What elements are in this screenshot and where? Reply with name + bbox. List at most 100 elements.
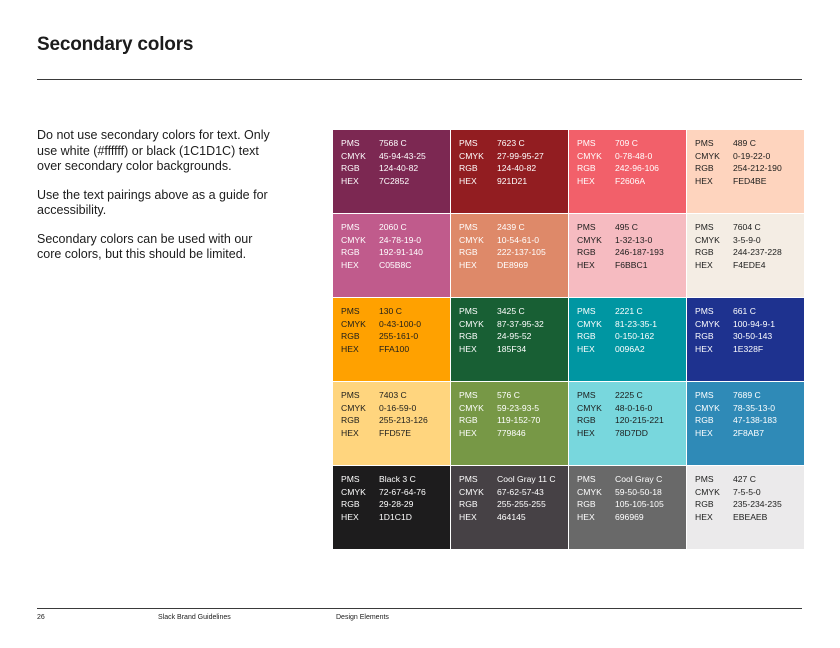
swatch-cmyk-label: CMYK	[577, 150, 602, 161]
swatch-hex-label: HEX	[577, 175, 595, 186]
swatch-rgb-label: RGB	[459, 163, 478, 174]
swatch-hex-label: HEX	[577, 427, 595, 438]
color-swatch: PMS 489 C CMYK 0-19-22-0 RGB 254-212-190 HEX FE…	[687, 130, 804, 213]
swatch-hex-row: HEX DE8969	[459, 259, 568, 272]
swatch-pms-label: PMS	[577, 138, 596, 148]
swatch-pms-row: PMS 3425 C	[459, 305, 568, 318]
swatch-hex-row: HEX 1D1C1D	[341, 511, 450, 524]
swatch-hex-row: HEX 7C2852	[341, 175, 450, 188]
swatch-hex-label: HEX	[341, 259, 359, 270]
color-swatch: PMS 130 C CMYK 0-43-100-0 RGB 255-161-0 HEX FFA…	[333, 298, 450, 381]
color-swatch: PMS 7568 C CMYK 45-94-43-25 RGB 124-40-82 HEX 7…	[333, 130, 450, 213]
swatch-pms-row: PMS 427 C	[695, 473, 804, 486]
swatch-cmyk-label: CMYK	[577, 402, 602, 413]
swatch-hex-row: HEX F2606A	[577, 175, 686, 188]
swatch-pms-row: PMS 2225 C	[577, 389, 686, 402]
color-swatch: PMS 495 C CMYK 1-32-13-0 RGB 246-187-193 HEX F6…	[569, 214, 686, 297]
swatch-rgb-row: RGB 192-91-140	[341, 246, 450, 259]
swatch-rgb-label: RGB	[577, 415, 596, 426]
swatch-rgb-row: RGB 29-28-29	[341, 498, 450, 511]
swatch-rgb-label: RGB	[577, 331, 596, 342]
color-swatch: PMS 427 C CMYK 7-5-5-0 RGB 235-234-235 HEX EBEA…	[687, 466, 804, 549]
swatch-cmyk-row: CMYK 45-94-43-25	[341, 150, 450, 163]
swatch-cmyk-row: CMYK 72-67-64-76	[341, 486, 450, 499]
swatch-pms-row: PMS Cool Gray C	[577, 473, 686, 486]
swatch-hex-value: DE8969	[497, 259, 529, 270]
swatch-hex-label: HEX	[341, 343, 359, 354]
color-swatch: PMS 7623 C CMYK 27-99-95-27 RGB 124-40-82 HEX 9…	[451, 130, 568, 213]
color-swatch: PMS Black 3 C CMYK 72-67-64-76 RGB 29-28-29 HE…	[333, 466, 450, 549]
swatch-hex-label: HEX	[459, 427, 477, 438]
swatch-rgb-row: RGB 120-215-221	[577, 414, 686, 427]
swatch-cmyk-label: CMYK	[577, 486, 602, 497]
swatch-pms-label: PMS	[459, 306, 478, 316]
swatch-rgb-row: RGB 242-96-106	[577, 162, 686, 175]
swatch-pms-value: 576 C	[497, 390, 520, 400]
swatch-cmyk-value: 100-94-9-1	[733, 318, 776, 329]
swatch-pms-row: PMS 7403 C	[341, 389, 450, 402]
swatch-hex-value: 7C2852	[379, 175, 410, 186]
swatch-pms-value: 3425 C	[497, 306, 525, 316]
swatch-cmyk-value: 1-32-13-0	[615, 234, 653, 245]
swatch-rgb-row: RGB 30-50-143	[695, 330, 804, 343]
swatch-hex-row: HEX 1E328F	[695, 343, 804, 356]
swatch-cmyk-row: CMYK 1-32-13-0	[577, 234, 686, 247]
swatch-rgb-label: RGB	[341, 415, 360, 426]
swatch-pms-value: 495 C	[615, 222, 638, 232]
swatch-cmyk-label: CMYK	[341, 234, 366, 245]
swatch-cmyk-value: 67-62-57-43	[497, 486, 544, 497]
swatch-hex-value: FFD57E	[379, 427, 411, 438]
swatch-rgb-label: RGB	[341, 499, 360, 510]
swatch-cmyk-label: CMYK	[459, 486, 484, 497]
swatch-cmyk-row: CMYK 27-99-95-27	[459, 150, 568, 163]
color-swatch: PMS 709 C CMYK 0-78-48-0 RGB 242-96-106 HEX F26…	[569, 130, 686, 213]
swatch-cmyk-value: 24-78-19-0	[379, 234, 422, 245]
swatch-cmyk-label: CMYK	[695, 402, 720, 413]
page-number: 26	[37, 614, 45, 621]
swatch-rgb-row: RGB 246-187-193	[577, 246, 686, 259]
paragraph-limit: Secondary colors can be used with our co…	[37, 231, 253, 262]
swatch-pms-label: PMS	[695, 474, 714, 484]
swatch-rgb-value: 124-40-82	[379, 163, 419, 174]
swatch-pms-value: 661 C	[733, 306, 756, 316]
swatch-cmyk-label: CMYK	[459, 150, 484, 161]
swatch-cmyk-label: CMYK	[695, 486, 720, 497]
swatch-hex-value: 779846	[497, 427, 526, 438]
swatch-pms-value: 2439 C	[497, 222, 525, 232]
swatch-pms-label: PMS	[577, 306, 596, 316]
swatch-hex-row: HEX EBEAEB	[695, 511, 804, 524]
swatch-pms-row: PMS 7623 C	[459, 137, 568, 150]
swatch-rgb-label: RGB	[577, 247, 596, 258]
paragraph-accessibility: Use the text pairings above as a guide f…	[37, 187, 268, 218]
swatch-hex-label: HEX	[341, 175, 359, 186]
swatch-cmyk-value: 87-37-95-32	[497, 318, 544, 329]
swatch-pms-value: 7689 C	[733, 390, 761, 400]
swatch-rgb-value: 105-105-105	[615, 499, 664, 510]
swatch-rgb-value: 47-138-183	[733, 415, 777, 426]
swatch-hex-label: HEX	[695, 259, 713, 270]
swatch-cmyk-value: 59-23-93-5	[497, 402, 540, 413]
swatch-rgb-row: RGB 47-138-183	[695, 414, 804, 427]
swatch-hex-row: HEX FFA100	[341, 343, 450, 356]
swatch-pms-label: PMS	[577, 474, 596, 484]
swatch-hex-label: HEX	[577, 259, 595, 270]
swatch-pms-value: 130 C	[379, 306, 402, 316]
swatch-rgb-label: RGB	[341, 331, 360, 342]
swatch-rgb-row: RGB 222-137-105	[459, 246, 568, 259]
swatch-rgb-value: 24-95-52	[497, 331, 532, 342]
page-title: Secondary colors	[37, 34, 194, 55]
swatch-pms-row: PMS Cool Gray 11 C	[459, 473, 568, 486]
swatch-cmyk-row: CMYK 0-43-100-0	[341, 318, 450, 331]
swatch-hex-value: C05B8C	[379, 259, 412, 270]
swatch-hex-value: FFA100	[379, 343, 410, 354]
swatch-hex-value: 1E328F	[733, 343, 764, 354]
swatch-hex-row: HEX 78D7DD	[577, 427, 686, 440]
swatch-pms-label: PMS	[577, 390, 596, 400]
swatch-cmyk-label: CMYK	[695, 234, 720, 245]
swatch-cmyk-value: 81-23-35-1	[615, 318, 658, 329]
swatch-pms-value: 7403 C	[379, 390, 407, 400]
swatch-rgb-value: 235-234-235	[733, 499, 782, 510]
swatch-hex-value: 464145	[497, 511, 526, 522]
swatch-pms-row: PMS 576 C	[459, 389, 568, 402]
swatch-hex-value: 696969	[615, 511, 644, 522]
